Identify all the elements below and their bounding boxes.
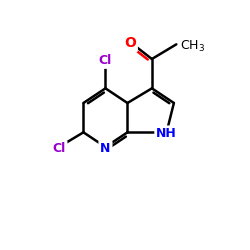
Text: Cl: Cl [99, 54, 112, 67]
Text: N: N [100, 142, 111, 155]
Text: Cl: Cl [52, 142, 66, 155]
Text: CH$_3$: CH$_3$ [180, 39, 205, 54]
Text: NH: NH [156, 127, 177, 140]
Text: O: O [124, 36, 136, 51]
